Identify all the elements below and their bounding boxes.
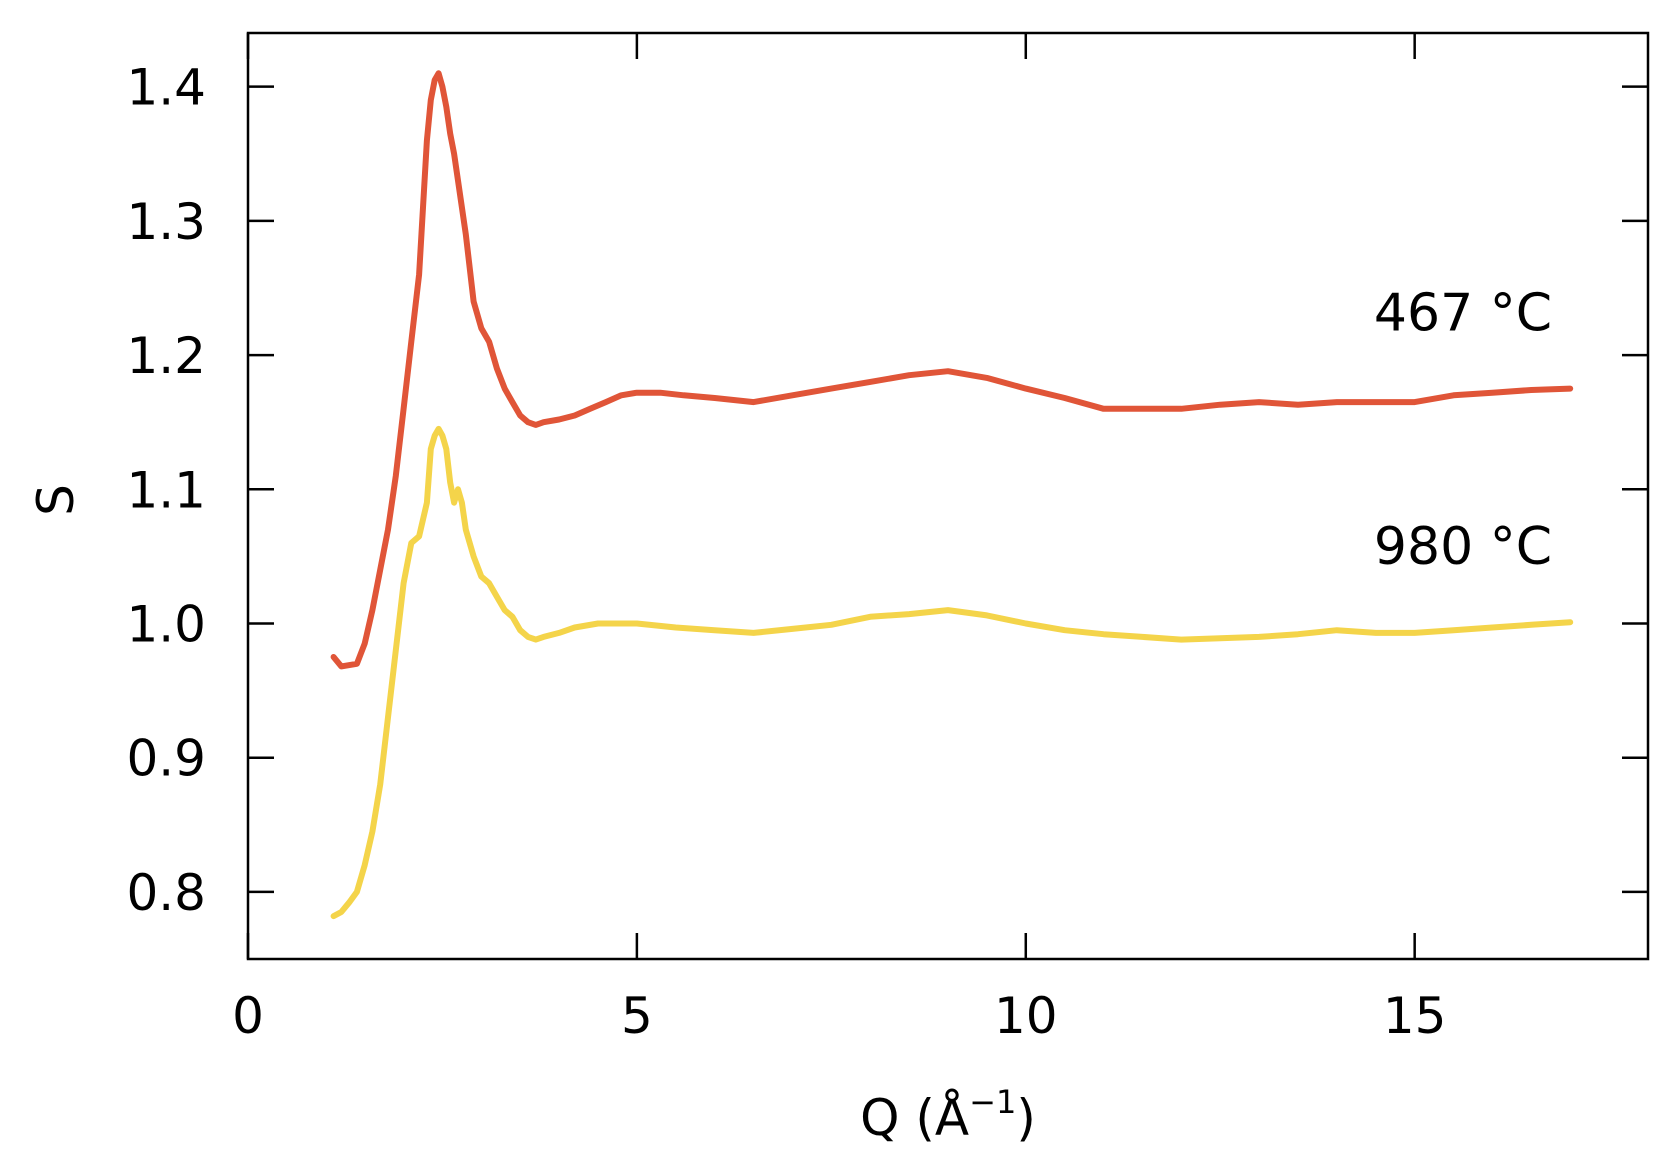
series-line-0: [330, 70, 1574, 670]
x-tick-label-2: 10: [994, 987, 1058, 1045]
x-axis-title: Q (Å−1): [860, 1083, 1036, 1147]
y-axis-title: S: [27, 484, 85, 516]
y-tick-label-4: 1.2: [126, 327, 206, 385]
y-tick-label-5: 1.3: [126, 193, 206, 251]
x-axis-ticks: 0 5 10 15: [232, 33, 1446, 1045]
y-tick-label-2: 1.0: [126, 595, 206, 653]
y-tick-label-3: 1.1: [126, 461, 206, 519]
series-lines: [330, 70, 1574, 920]
series-line-1: [330, 425, 1574, 920]
x-tick-label-0: 0: [232, 987, 264, 1045]
y-tick-label-6: 1.4: [126, 59, 206, 117]
plot-frame: [246, 31, 1650, 961]
y-tick-label-0: 0.8: [126, 864, 206, 922]
series-label-1: 980 °C: [1374, 517, 1552, 577]
x-tick-label-3: 15: [1383, 987, 1447, 1045]
series-label-0: 467 °C: [1374, 284, 1552, 344]
y-axis-ticks: 0.8 0.9 1.0 1.1 1.2 1.3 1.4: [126, 59, 1648, 922]
y-tick-label-1: 0.9: [126, 730, 206, 788]
series-labels: 467 °C 980 °C: [1374, 284, 1552, 578]
x-tick-label-1: 5: [621, 987, 653, 1045]
